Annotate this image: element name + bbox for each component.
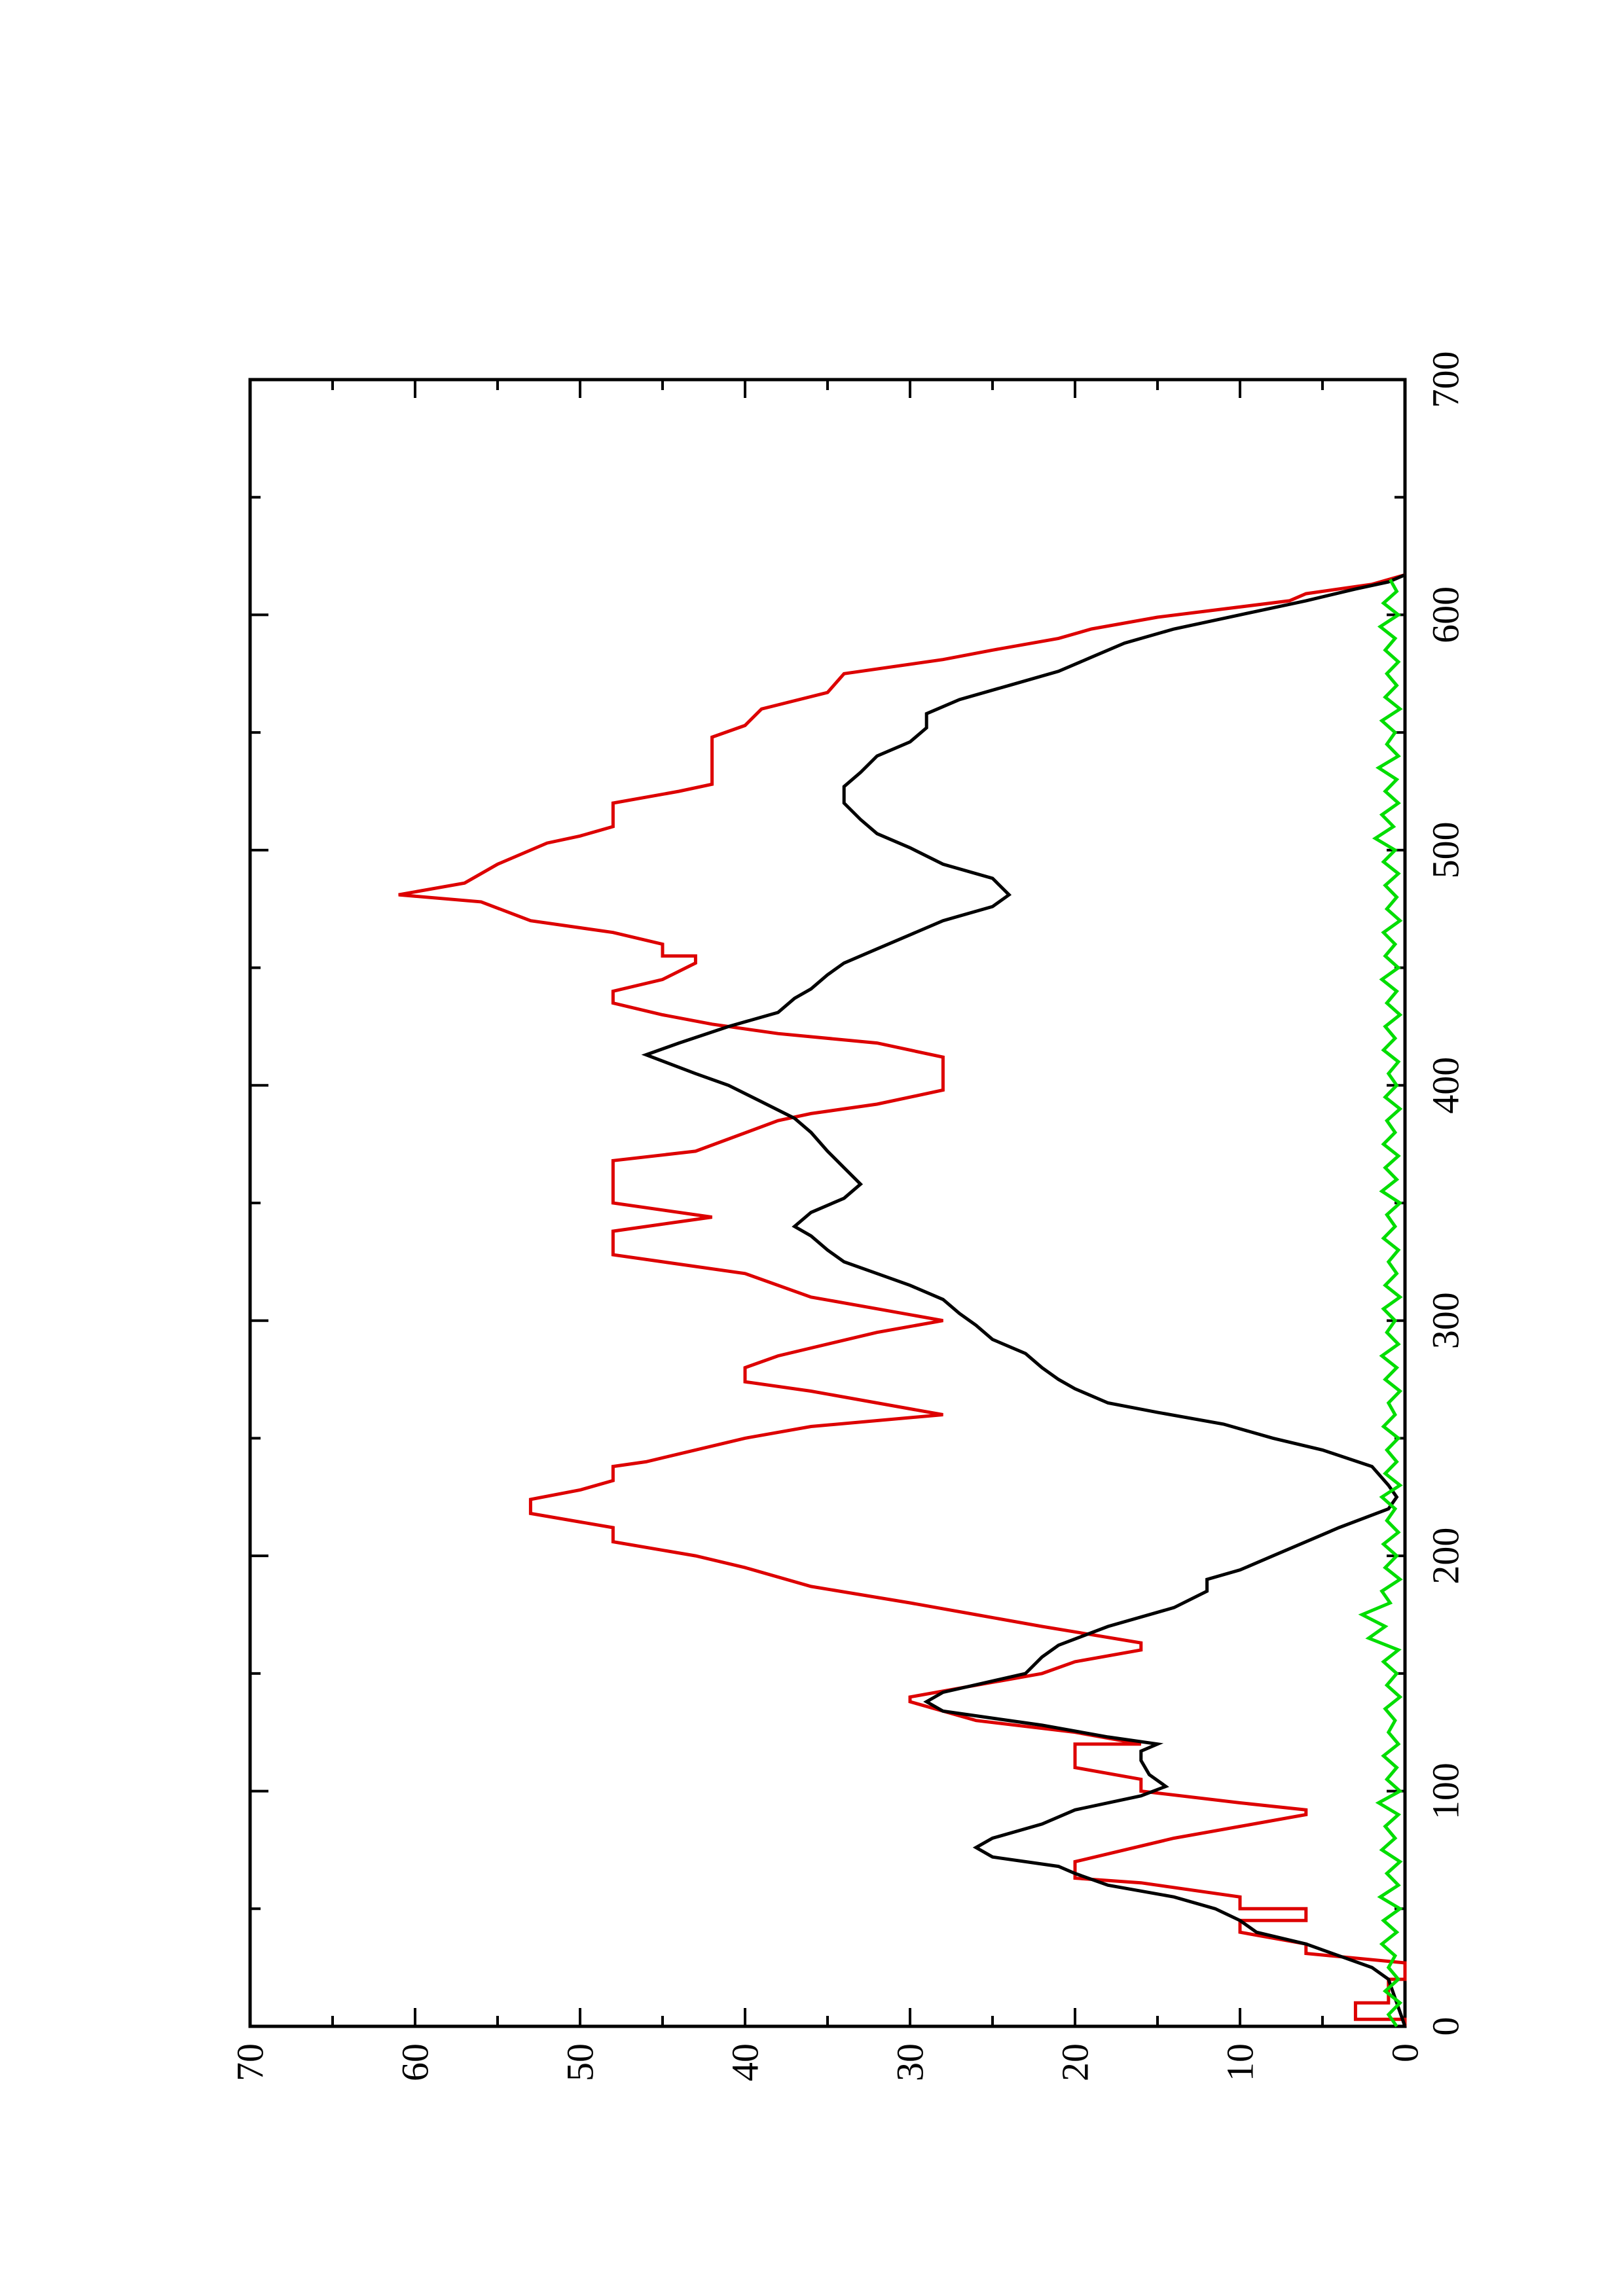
x-tick-label: 300 xyxy=(1425,1292,1467,1349)
x-tick-label: 400 xyxy=(1425,1057,1467,1114)
x-tick-label: 600 xyxy=(1425,586,1467,643)
x-tick-label: 700 xyxy=(1425,351,1467,408)
x-tick-label: 200 xyxy=(1425,1528,1467,1585)
series-group xyxy=(398,573,1407,2028)
y-tick-label: 60 xyxy=(394,2043,437,2081)
x-tick-label: 0 xyxy=(1425,2017,1467,2036)
plot-frame xyxy=(248,378,1407,2028)
y-tick-label: 50 xyxy=(559,2043,602,2081)
tick-labels: 0 100 200 300 400 500 600 700 0 10 20 30 40 50 60 70 xyxy=(229,351,1467,2082)
x-tick-label: 100 xyxy=(1425,1763,1467,1820)
series-line-1 xyxy=(398,573,1407,2026)
x-tick-label: 500 xyxy=(1425,821,1467,878)
y-tick-label: 20 xyxy=(1054,2043,1097,2081)
y-tick-label: 0 xyxy=(1384,2043,1427,2062)
y-tick-label: 10 xyxy=(1219,2043,1262,2081)
y-tick-label: 40 xyxy=(724,2043,767,2081)
y-tick-label: 70 xyxy=(229,2043,272,2081)
series-line-2 xyxy=(641,573,1407,2027)
y-tick-label: 30 xyxy=(889,2043,932,2081)
axis-ticks xyxy=(249,378,1406,2028)
series-line-3 xyxy=(1358,579,1403,2028)
